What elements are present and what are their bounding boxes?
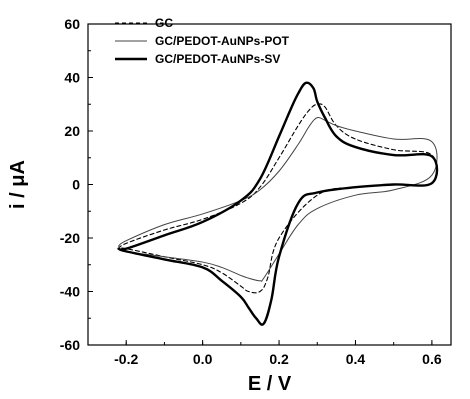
series-line-2	[118, 116, 438, 282]
legend: GC GC/PEDOT-AuNPs-POT GC/PEDOT-AuNPs-SV	[115, 16, 290, 66]
y-tick-label: 20	[64, 123, 80, 139]
x-tick-label: 0.2	[269, 351, 289, 367]
x-tick-label: 0.6	[422, 351, 442, 367]
legend-label-2: GC/PEDOT-AuNPs-POT	[155, 34, 290, 48]
y-tick-label: -40	[60, 284, 80, 300]
x-tick-label: 0.4	[346, 351, 366, 367]
y-axis-title: i / μA	[7, 160, 29, 209]
legend-label-3: GC/PEDOT-AuNPs-SV	[155, 52, 280, 66]
y-tick-label: -20	[60, 230, 80, 246]
legend-label-1: GC	[155, 16, 173, 30]
x-tick-label: -0.2	[114, 351, 138, 367]
series-line-3	[117, 81, 439, 326]
y-tick-label: 40	[64, 70, 80, 86]
plot-area	[117, 81, 439, 326]
y-tick-label: -60	[60, 337, 80, 353]
axes: -0.2 0.0 0.2 0.4 0.6 -60 -40 -20 0 20 40 60	[60, 16, 452, 367]
y-tick-label: 60	[64, 16, 80, 32]
x-axis-title: E / V	[248, 373, 292, 395]
x-tick-label: 0.0	[193, 351, 213, 367]
y-tick-label: 0	[72, 177, 80, 193]
